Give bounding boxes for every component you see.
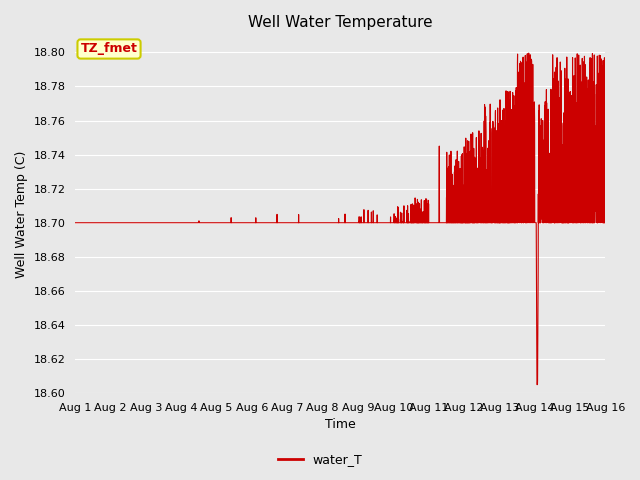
X-axis label: Time: Time bbox=[325, 419, 356, 432]
Legend: water_T: water_T bbox=[273, 448, 367, 471]
Y-axis label: Well Water Temp (C): Well Water Temp (C) bbox=[15, 151, 28, 278]
Text: TZ_fmet: TZ_fmet bbox=[81, 43, 138, 56]
Title: Well Water Temperature: Well Water Temperature bbox=[248, 15, 433, 30]
